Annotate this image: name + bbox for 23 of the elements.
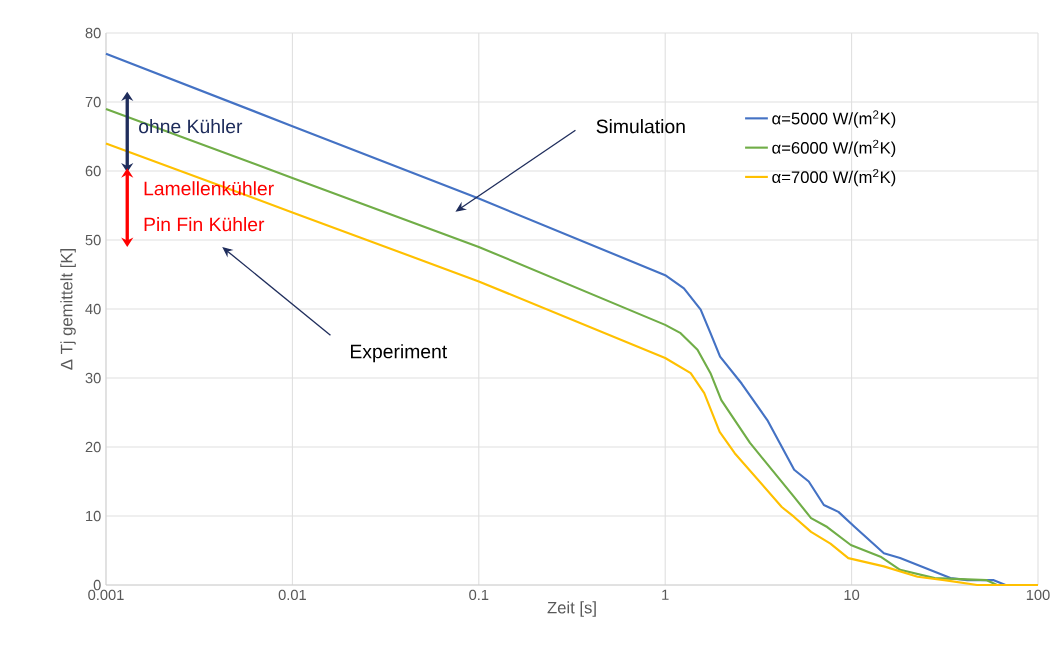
y-tick-label: 0 xyxy=(93,579,101,591)
x-tick-label: 100 xyxy=(1026,589,1050,601)
x-axis-title: Zeit [s] xyxy=(547,601,596,617)
legend-label: α=7000 W/(m$^{2}$K) xyxy=(772,168,896,187)
annotation: Simulation xyxy=(596,119,685,134)
y-tick-label: 70 xyxy=(85,96,101,108)
x-tick-label: 0.001 xyxy=(88,589,124,601)
x-tick-label: 10 xyxy=(844,589,860,601)
y-tick-label: 50 xyxy=(85,234,101,246)
annotation: Experiment xyxy=(351,344,448,363)
legend-label: α=6000 W/(m$^{2}$K) xyxy=(772,139,896,158)
y-tick-label: 20 xyxy=(85,441,101,453)
y-tick-label: 10 xyxy=(86,510,101,522)
y-axis-title: Δ Tj gemittelt [K] xyxy=(60,249,76,370)
annotation: Pin Fin Kühler xyxy=(144,217,265,232)
y-tick-label: 40 xyxy=(85,303,101,315)
x-tick-label: 0.1 xyxy=(469,589,489,601)
y-tick-label: 60 xyxy=(85,165,101,177)
y-tick-label: 80 xyxy=(85,27,101,39)
x-tick-label: 1 xyxy=(662,589,669,600)
x-tick-label: 0.01 xyxy=(278,589,306,601)
y-tick-label: 30 xyxy=(85,372,101,384)
legend-label: α=5000 W/(m$^{2}$K) xyxy=(772,110,896,128)
